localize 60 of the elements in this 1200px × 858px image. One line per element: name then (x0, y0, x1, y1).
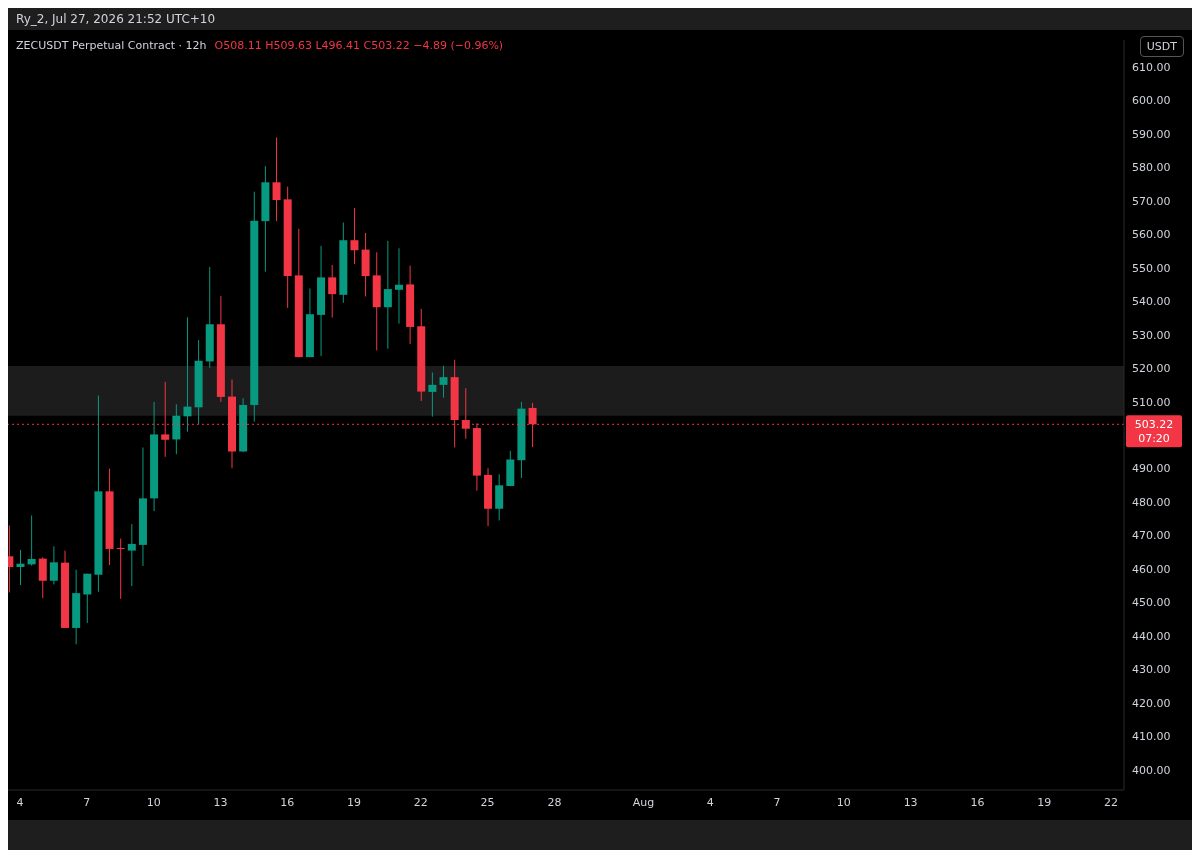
y-tick-label: 440.00 (1132, 629, 1171, 643)
candlestick (350, 207, 359, 265)
x-tick-label: 4 (706, 795, 714, 809)
candlestick (439, 365, 448, 399)
y-tick-label: 550.00 (1132, 261, 1171, 275)
y-tick-label: 600.00 (1132, 94, 1171, 108)
candlestick (328, 264, 337, 319)
x-tick-label: 16 (970, 795, 985, 809)
candlestick (127, 523, 136, 587)
x-tick-label: 4 (16, 795, 24, 809)
x-tick-label: 28 (547, 795, 562, 809)
x-tick-label: 22 (413, 795, 428, 809)
y-tick-label: 570.00 (1132, 194, 1171, 208)
y-tick-label: 530.00 (1132, 328, 1171, 342)
x-tick-label: 7 (773, 795, 781, 809)
y-tick-label: 450.00 (1132, 596, 1171, 610)
y-tick-label: 590.00 (1132, 127, 1171, 141)
chart-title: ZECUSDT Perpetual Contract · 12h (16, 39, 207, 52)
ref-line-label: 503.22 (1134, 418, 1174, 432)
x-tick-label: 19 (1037, 795, 1052, 809)
text: Ry_2, Jul 27, 2026 21:52 UTC+10 (16, 12, 216, 26)
y-tick-label: 490.00 (1132, 462, 1171, 476)
x-tick-label: 7 (83, 795, 91, 809)
y-tick-label: 400.00 (1132, 763, 1171, 777)
x-tick-label: 25 (480, 795, 495, 809)
y-tick-label: 560.00 (1132, 228, 1171, 242)
y-tick-label: 510.00 (1132, 395, 1171, 409)
candlestick (172, 403, 181, 455)
y-tick-label: 540.00 (1132, 295, 1171, 309)
x-tick-label: 13 (213, 795, 228, 809)
chart-subtitle: O508.11 H509.63 L496.41 C503.22 −4.89 (−0.96%) (214, 39, 504, 52)
candlestick (383, 240, 392, 350)
y-tick-label: 410.00 (1132, 730, 1171, 744)
y-tick-label: 610.00 (1132, 60, 1171, 74)
x-tick-label: 10 (146, 795, 161, 809)
candlestick (394, 247, 403, 325)
candlestick (27, 514, 36, 567)
y-tick-label: 460.00 (1132, 562, 1171, 576)
x-tick-label: 13 (903, 795, 918, 809)
x-tick-label: 22 (1104, 795, 1119, 809)
candlestick (38, 556, 47, 599)
y-axis-title: USDT (1139, 36, 1184, 57)
y-tick-label: 520.00 (1132, 362, 1171, 376)
y-tick-label: 420.00 (1132, 696, 1171, 710)
text: 07:20 (1138, 432, 1170, 446)
candlestick (83, 573, 92, 624)
y-tick-label: 480.00 (1132, 495, 1171, 509)
candlestick (428, 371, 437, 418)
x-tick-label: Aug (632, 795, 655, 809)
y-tick-label: 470.00 (1132, 529, 1171, 543)
candlestick (183, 316, 192, 433)
candlestick (116, 538, 125, 600)
y-tick-label: 430.00 (1132, 663, 1171, 677)
x-tick-label: 10 (836, 795, 851, 809)
candlestick (49, 545, 58, 585)
candlestick (272, 136, 281, 222)
y-tick-label: 580.00 (1132, 161, 1171, 175)
candlestick (495, 473, 504, 521)
x-tick-label: 19 (347, 795, 362, 809)
x-tick-label: 16 (280, 795, 295, 809)
